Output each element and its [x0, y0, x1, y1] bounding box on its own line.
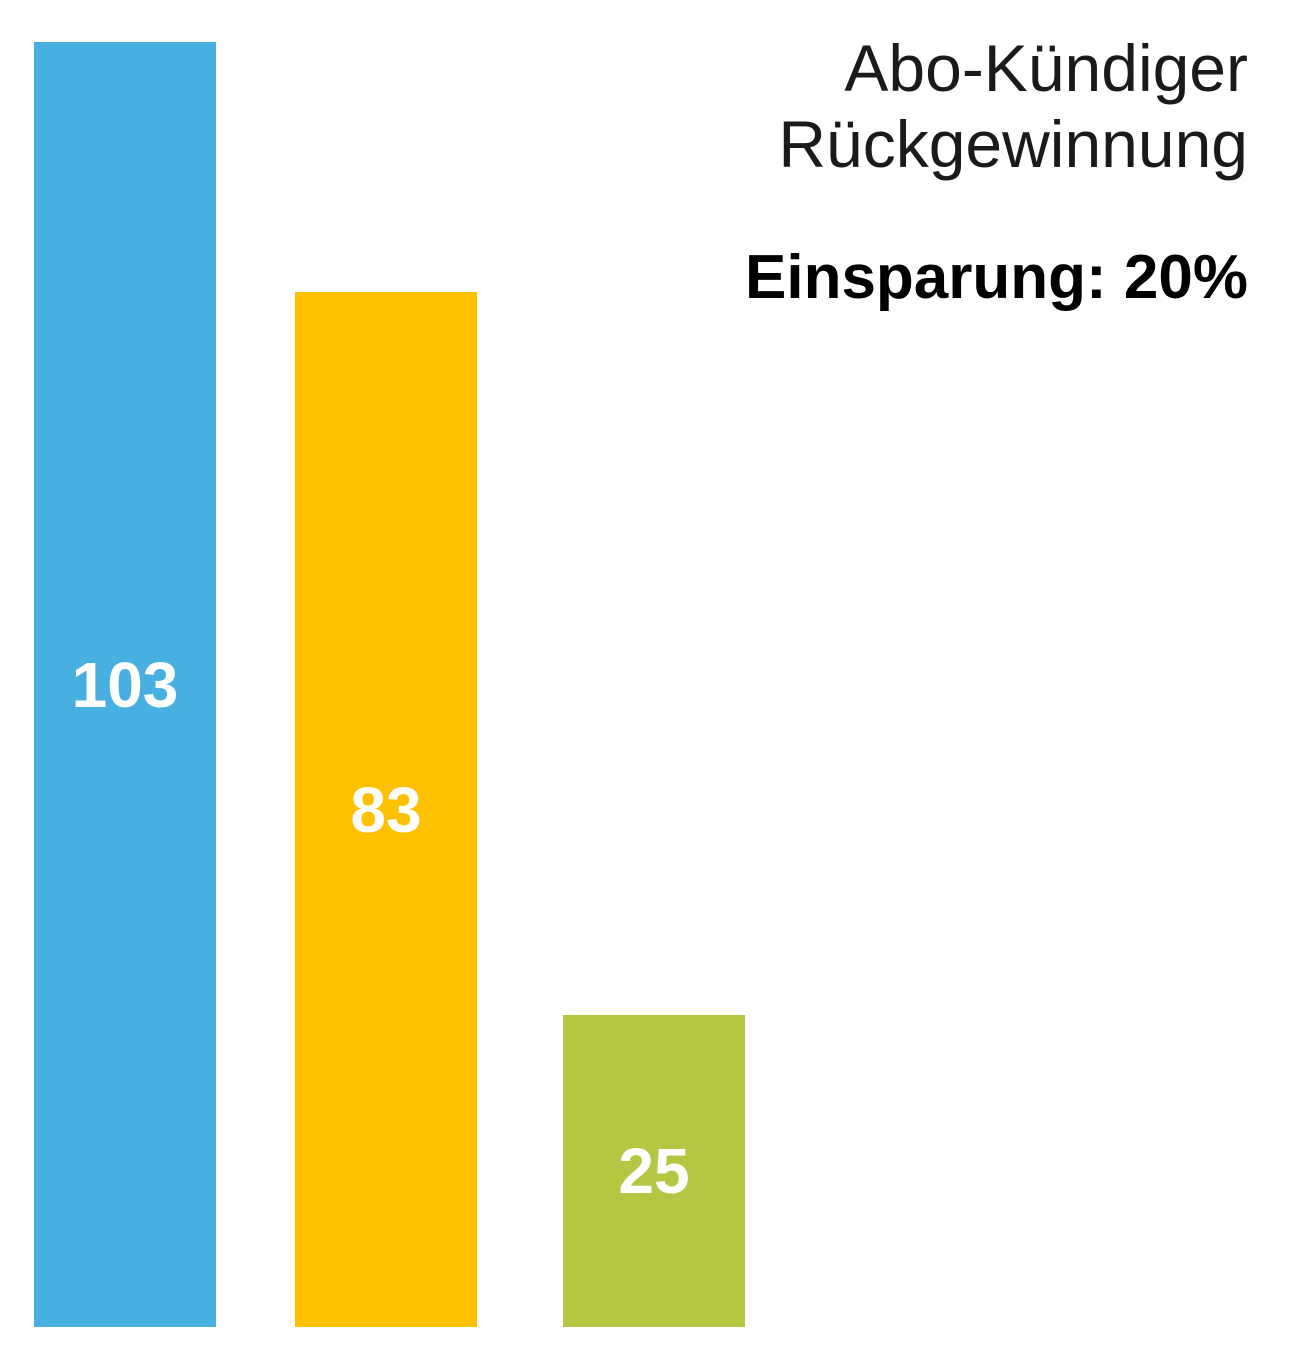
chart-title-line-2: Rückgewinnung	[778, 107, 1248, 181]
bar-value-label: 25	[618, 1135, 690, 1207]
bar-3: 25	[563, 1015, 745, 1327]
chart-subtitle: Einsparung: 20%	[745, 243, 1248, 312]
chart-title-line-1: Abo-Kündiger	[844, 31, 1248, 105]
bar-2: 83	[295, 292, 477, 1327]
chart-title: Abo-Kündiger Rückgewinnung	[778, 30, 1248, 182]
bar-value-label: 83	[350, 773, 422, 846]
bar-1: 103	[34, 42, 216, 1327]
bar-value-label: 103	[71, 648, 179, 721]
